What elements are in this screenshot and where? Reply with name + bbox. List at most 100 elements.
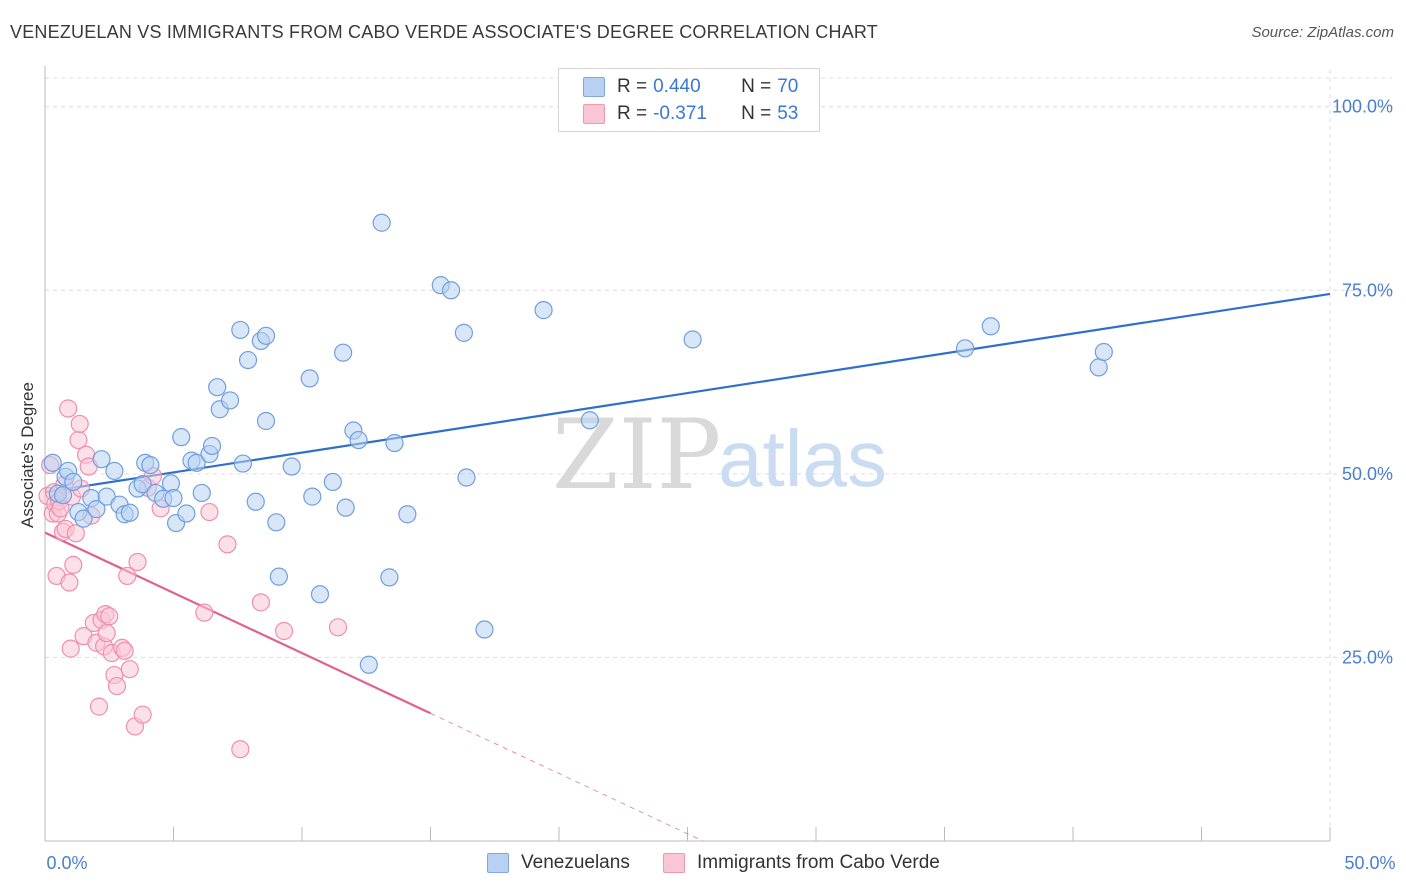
legend-swatch-pink bbox=[663, 853, 685, 873]
point-venezuelan bbox=[256, 411, 276, 431]
point-venezuelan bbox=[282, 457, 301, 476]
stats-legend: R = 0.440 N = 70 R = -0.371 N = 53 bbox=[558, 68, 820, 132]
legend-swatch-blue bbox=[487, 853, 509, 873]
point-venezuelan bbox=[457, 468, 476, 487]
point-cabo-verde bbox=[118, 566, 137, 586]
point-venezuelan bbox=[303, 487, 322, 506]
legend-label: Immigrants from Cabo Verde bbox=[697, 852, 940, 873]
point-cabo-verde bbox=[64, 555, 83, 575]
y-tick-label: 100.0% bbox=[1332, 97, 1393, 117]
point-venezuelan bbox=[334, 343, 353, 362]
y-tick-label: 75.0% bbox=[1342, 280, 1393, 300]
point-venezuelan bbox=[105, 461, 124, 481]
axes bbox=[44, 66, 1331, 842]
point-venezuelan bbox=[359, 655, 378, 674]
chart-title: VENEZUELAN VS IMMIGRANTS FROM CABO VERDE… bbox=[10, 22, 878, 42]
point-cabo-verde bbox=[251, 593, 270, 612]
point-cabo-verde bbox=[128, 552, 147, 572]
point-venezuelan bbox=[398, 505, 417, 524]
point-venezuelan bbox=[97, 487, 116, 506]
x-tick-label-min: 0.0% bbox=[46, 853, 87, 873]
legend-swatch-pink bbox=[583, 104, 605, 124]
point-venezuelan bbox=[233, 454, 252, 473]
legend-r-value: -0.371 bbox=[653, 103, 707, 124]
point-venezuelan bbox=[161, 474, 181, 493]
legend-r-label: R = bbox=[617, 103, 648, 124]
legend-r-value: 0.440 bbox=[653, 76, 701, 97]
legend-n-label: N = bbox=[741, 76, 772, 97]
point-cabo-verde bbox=[328, 618, 348, 637]
trend-line-cabo-verde bbox=[44, 531, 431, 715]
source-label: Source: ZipAtlas.com bbox=[1251, 24, 1394, 41]
point-venezuelan bbox=[323, 472, 342, 492]
point-cabo-verde bbox=[89, 697, 109, 716]
point-cabo-verde bbox=[218, 535, 237, 554]
legend-label: Venezuelans bbox=[521, 852, 630, 873]
legend-r-label: R = bbox=[617, 76, 648, 97]
point-venezuelan bbox=[208, 378, 227, 397]
point-venezuelan bbox=[172, 428, 191, 447]
point-venezuelan bbox=[580, 411, 599, 430]
point-cabo-verde bbox=[100, 607, 119, 626]
bottom-legend-venezuelans: Venezuelans bbox=[487, 851, 630, 875]
point-venezuelan bbox=[269, 567, 288, 586]
point-venezuelan bbox=[120, 503, 139, 522]
point-venezuelan bbox=[475, 620, 494, 639]
watermark-zip: ZIP bbox=[552, 399, 721, 511]
legend-n-value: 70 bbox=[777, 76, 799, 97]
point-venezuelan bbox=[372, 213, 391, 232]
point-cabo-verde bbox=[120, 660, 139, 679]
point-venezuelan bbox=[441, 281, 461, 300]
point-venezuelan bbox=[87, 500, 106, 519]
point-venezuelan bbox=[220, 391, 240, 410]
point-venezuelan bbox=[133, 475, 152, 494]
point-venezuelan bbox=[955, 339, 975, 358]
point-cabo-verde bbox=[60, 573, 79, 592]
point-cabo-verde bbox=[70, 414, 89, 434]
point-venezuelan bbox=[141, 455, 160, 475]
point-cabo-verde bbox=[274, 621, 294, 641]
legend-n-value: 53 bbox=[777, 103, 799, 124]
point-venezuelan bbox=[74, 509, 93, 528]
trend-line-cabo-verde-extension bbox=[430, 712, 704, 842]
point-cabo-verde bbox=[61, 639, 80, 658]
point-venezuelan bbox=[1089, 358, 1108, 377]
watermark-atlas: atlas bbox=[718, 414, 887, 503]
point-venezuelan bbox=[53, 486, 73, 505]
point-venezuelan bbox=[981, 317, 1000, 336]
point-venezuelan bbox=[534, 301, 553, 320]
point-cabo-verde bbox=[195, 603, 214, 622]
point-cabo-verde bbox=[107, 676, 127, 696]
point-cabo-verde bbox=[115, 641, 134, 660]
point-venezuelan bbox=[202, 436, 222, 456]
point-venezuelan bbox=[1094, 342, 1113, 362]
y-tick-label: 50.0% bbox=[1342, 464, 1393, 484]
point-cabo-verde bbox=[97, 624, 116, 643]
point-cabo-verde bbox=[133, 705, 152, 724]
point-venezuelan bbox=[380, 568, 399, 587]
point-venezuelan bbox=[231, 320, 250, 340]
data-points bbox=[38, 213, 1113, 759]
point-venezuelan bbox=[310, 585, 330, 604]
watermark: ZIP atlas bbox=[552, 399, 887, 511]
point-venezuelan bbox=[43, 453, 62, 472]
bottom-legend-cabo-verde: Immigrants from Cabo Verde bbox=[663, 851, 940, 875]
point-venezuelan bbox=[349, 430, 368, 450]
point-cabo-verde bbox=[200, 502, 219, 522]
point-venezuelan bbox=[300, 369, 319, 388]
point-venezuelan bbox=[267, 513, 286, 532]
point-venezuelan bbox=[64, 472, 83, 492]
point-venezuelan bbox=[192, 483, 211, 503]
legend-n-label: N = bbox=[741, 103, 772, 124]
point-venezuelan bbox=[92, 450, 111, 469]
y-axis-label: Associate's Degree bbox=[18, 382, 37, 528]
point-cabo-verde bbox=[59, 399, 78, 418]
legend-row-cabo-verde: R = -0.371 N = 53 bbox=[583, 102, 798, 126]
point-venezuelan bbox=[238, 350, 258, 370]
trend-lines bbox=[44, 292, 1331, 842]
point-venezuelan bbox=[256, 326, 276, 345]
point-venezuelan bbox=[187, 453, 206, 472]
point-venezuelan bbox=[336, 498, 355, 517]
point-cabo-verde bbox=[231, 740, 250, 759]
